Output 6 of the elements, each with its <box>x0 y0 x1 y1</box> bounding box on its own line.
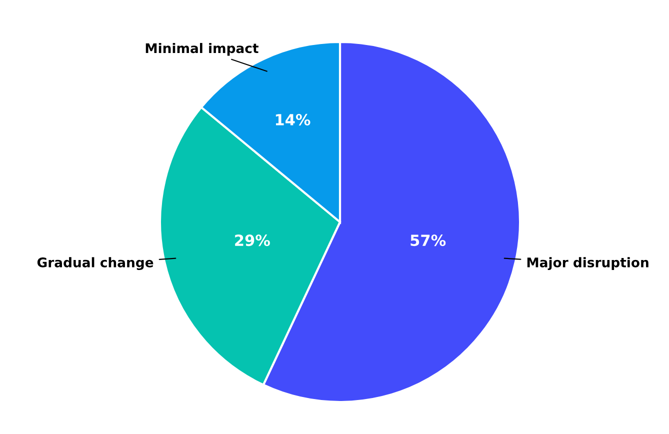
slice-label: Minimal impact <box>146 42 258 56</box>
slice-label: Major disruption <box>527 257 648 270</box>
data-label: 57% <box>410 234 446 246</box>
data-label: 29% <box>235 234 270 246</box>
slice-label: Gradual change <box>37 257 154 270</box>
data-label: 14% <box>276 114 310 126</box>
